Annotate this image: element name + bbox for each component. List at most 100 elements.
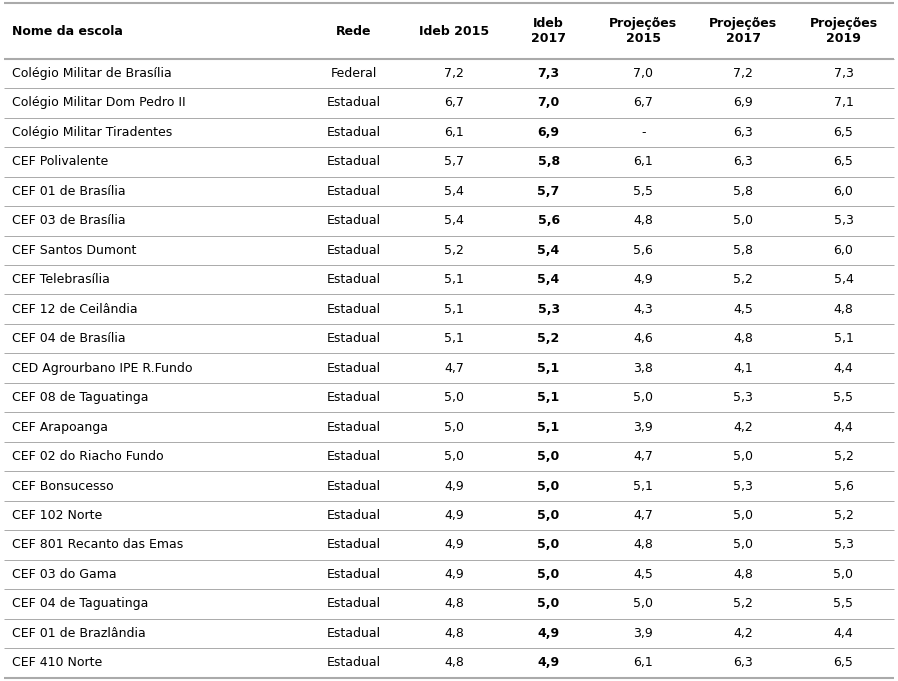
Text: Estadual: Estadual bbox=[327, 656, 381, 669]
Text: 5,8: 5,8 bbox=[734, 185, 753, 197]
Text: 4,8: 4,8 bbox=[734, 332, 753, 345]
Text: 6,3: 6,3 bbox=[734, 126, 753, 139]
Text: 6,1: 6,1 bbox=[633, 155, 653, 168]
Text: 5,5: 5,5 bbox=[633, 185, 654, 197]
Text: 4,9: 4,9 bbox=[444, 539, 463, 552]
Text: Estadual: Estadual bbox=[327, 126, 381, 139]
Text: 5,0: 5,0 bbox=[538, 479, 559, 492]
Text: Estadual: Estadual bbox=[327, 97, 381, 110]
Text: 5,1: 5,1 bbox=[444, 332, 463, 345]
Text: 6,0: 6,0 bbox=[833, 185, 853, 197]
Text: Rede: Rede bbox=[336, 25, 372, 37]
Text: 5,0: 5,0 bbox=[734, 509, 753, 522]
Text: 5,3: 5,3 bbox=[833, 215, 853, 227]
Text: 7,3: 7,3 bbox=[538, 67, 559, 80]
Text: Estadual: Estadual bbox=[327, 215, 381, 227]
Text: 4,2: 4,2 bbox=[734, 627, 753, 640]
Text: 5,1: 5,1 bbox=[538, 362, 559, 375]
Text: Nome da escola: Nome da escola bbox=[12, 25, 122, 37]
Text: 6,1: 6,1 bbox=[633, 656, 653, 669]
Text: 5,5: 5,5 bbox=[833, 597, 853, 610]
Text: 4,2: 4,2 bbox=[734, 421, 753, 434]
Text: 5,0: 5,0 bbox=[538, 450, 559, 463]
Text: 4,8: 4,8 bbox=[444, 656, 463, 669]
Text: 6,1: 6,1 bbox=[444, 126, 463, 139]
Text: Estadual: Estadual bbox=[327, 597, 381, 610]
Text: 4,8: 4,8 bbox=[633, 215, 653, 227]
Text: 4,1: 4,1 bbox=[734, 362, 753, 375]
Text: CEF 12 de Ceilândia: CEF 12 de Ceilândia bbox=[12, 302, 137, 316]
Text: Colégio Militar Dom Pedro II: Colégio Militar Dom Pedro II bbox=[12, 97, 185, 110]
Text: 4,8: 4,8 bbox=[633, 539, 653, 552]
Text: 5,2: 5,2 bbox=[833, 509, 853, 522]
Text: Ideb 2015: Ideb 2015 bbox=[418, 25, 489, 37]
Text: Estadual: Estadual bbox=[327, 450, 381, 463]
Text: CEF 02 do Riacho Fundo: CEF 02 do Riacho Fundo bbox=[12, 450, 163, 463]
Text: CEF 03 de Brasília: CEF 03 de Brasília bbox=[12, 215, 126, 227]
Text: 3,9: 3,9 bbox=[633, 421, 653, 434]
Text: 6,5: 6,5 bbox=[833, 126, 853, 139]
Text: CEF 04 de Taguatinga: CEF 04 de Taguatinga bbox=[12, 597, 148, 610]
Text: 5,3: 5,3 bbox=[538, 302, 559, 316]
Text: Estadual: Estadual bbox=[327, 155, 381, 168]
Text: 5,2: 5,2 bbox=[734, 273, 753, 286]
Text: 5,3: 5,3 bbox=[734, 479, 753, 492]
Text: 4,7: 4,7 bbox=[444, 362, 463, 375]
Text: 5,4: 5,4 bbox=[538, 273, 559, 286]
Text: 5,6: 5,6 bbox=[833, 479, 853, 492]
Text: 6,3: 6,3 bbox=[734, 656, 753, 669]
Text: 5,0: 5,0 bbox=[538, 597, 559, 610]
Text: 4,4: 4,4 bbox=[833, 627, 853, 640]
Text: Projeções
2015: Projeções 2015 bbox=[609, 17, 677, 45]
Text: 4,7: 4,7 bbox=[633, 450, 653, 463]
Text: 5,0: 5,0 bbox=[444, 421, 464, 434]
Text: Estadual: Estadual bbox=[327, 302, 381, 316]
Text: 4,5: 4,5 bbox=[734, 302, 753, 316]
Text: 5,1: 5,1 bbox=[833, 332, 853, 345]
Text: Colégio Militar Tiradentes: Colégio Militar Tiradentes bbox=[12, 126, 172, 139]
Text: Estadual: Estadual bbox=[327, 244, 381, 257]
Text: 5,2: 5,2 bbox=[734, 597, 753, 610]
Text: 5,4: 5,4 bbox=[444, 185, 463, 197]
Text: 5,4: 5,4 bbox=[538, 244, 559, 257]
Text: 7,0: 7,0 bbox=[633, 67, 654, 80]
Text: 4,5: 4,5 bbox=[633, 568, 653, 581]
Text: 5,1: 5,1 bbox=[633, 479, 653, 492]
Text: 5,2: 5,2 bbox=[444, 244, 463, 257]
Text: 5,6: 5,6 bbox=[633, 244, 653, 257]
Text: 5,1: 5,1 bbox=[444, 273, 463, 286]
Text: 6,7: 6,7 bbox=[633, 97, 653, 110]
Text: 6,3: 6,3 bbox=[734, 155, 753, 168]
Text: 4,9: 4,9 bbox=[538, 656, 559, 669]
Text: 6,0: 6,0 bbox=[833, 244, 853, 257]
Text: CEF 801 Recanto das Emas: CEF 801 Recanto das Emas bbox=[12, 539, 183, 552]
Text: 5,0: 5,0 bbox=[734, 215, 753, 227]
Text: CEF 102 Norte: CEF 102 Norte bbox=[12, 509, 102, 522]
Text: 3,9: 3,9 bbox=[633, 627, 653, 640]
Text: 5,0: 5,0 bbox=[538, 568, 559, 581]
Text: 4,8: 4,8 bbox=[444, 627, 463, 640]
Text: 5,0: 5,0 bbox=[734, 539, 753, 552]
Text: 5,0: 5,0 bbox=[444, 391, 464, 404]
Text: 7,3: 7,3 bbox=[833, 67, 853, 80]
Text: 4,8: 4,8 bbox=[833, 302, 853, 316]
Text: Estadual: Estadual bbox=[327, 185, 381, 197]
Text: 4,9: 4,9 bbox=[444, 479, 463, 492]
Text: 5,4: 5,4 bbox=[444, 215, 463, 227]
Text: 4,9: 4,9 bbox=[633, 273, 653, 286]
Text: CEF Polivalente: CEF Polivalente bbox=[12, 155, 108, 168]
Text: 5,2: 5,2 bbox=[538, 332, 559, 345]
Text: Federal: Federal bbox=[330, 67, 377, 80]
Text: 6,9: 6,9 bbox=[734, 97, 753, 110]
Text: 5,0: 5,0 bbox=[833, 568, 853, 581]
Text: 6,9: 6,9 bbox=[538, 126, 559, 139]
Text: 7,1: 7,1 bbox=[833, 97, 853, 110]
Text: 4,6: 4,6 bbox=[633, 332, 653, 345]
Text: CEF 01 de Brazlândia: CEF 01 de Brazlândia bbox=[12, 627, 145, 640]
Text: Estadual: Estadual bbox=[327, 273, 381, 286]
Text: 6,5: 6,5 bbox=[833, 656, 853, 669]
Text: 5,3: 5,3 bbox=[734, 391, 753, 404]
Text: CEF 01 de Brasília: CEF 01 de Brasília bbox=[12, 185, 126, 197]
Text: Estadual: Estadual bbox=[327, 509, 381, 522]
Text: 7,2: 7,2 bbox=[734, 67, 753, 80]
